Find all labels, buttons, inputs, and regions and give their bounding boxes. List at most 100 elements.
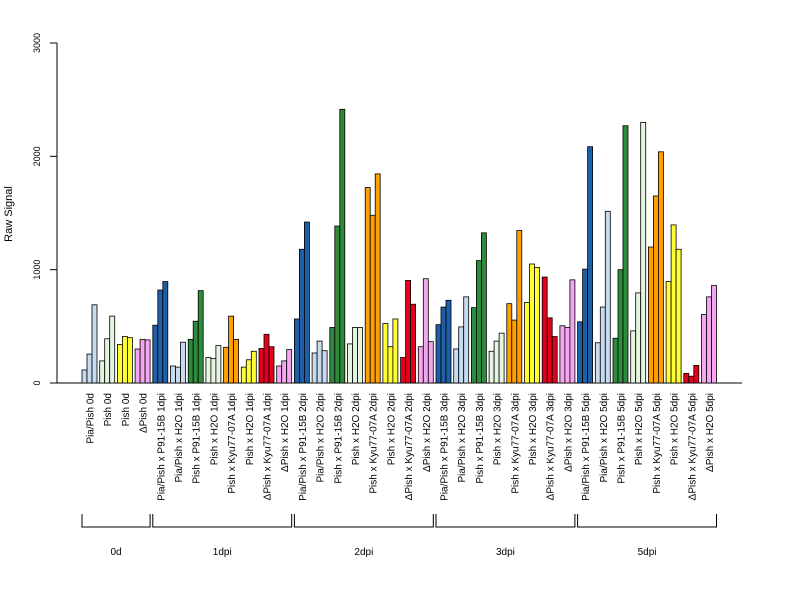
bar (364, 187, 371, 384)
bar (175, 366, 181, 384)
bar (635, 292, 642, 384)
bar (240, 366, 247, 384)
bar (417, 346, 424, 384)
bar (470, 307, 477, 384)
bar (339, 108, 346, 384)
x-tick-label: Pia/Pish x P91-15B 5dpi (581, 393, 592, 501)
x-tick-label: Pish x H2O 5dpi (634, 393, 645, 465)
y-tick-label: 1000 (32, 260, 42, 280)
bar (99, 360, 106, 384)
bar (599, 306, 606, 384)
bar (86, 353, 93, 384)
group-label: 2dpi (354, 547, 373, 558)
x-tick-label: Pish x P91-15B 3dpi (475, 393, 486, 484)
x-tick-label: Pia/Pish x H2O 3dpi (457, 393, 468, 483)
bar (551, 336, 558, 384)
bar (665, 281, 672, 384)
x-tick-label: Pish x H2O 5dpi (670, 393, 681, 465)
bar (564, 327, 571, 384)
bar (170, 365, 176, 384)
group-label: 0d (110, 547, 121, 558)
x-tick-label: Pish 0d (121, 393, 132, 426)
bar (392, 318, 399, 384)
bar (369, 214, 376, 384)
bar (329, 327, 336, 384)
bar (582, 268, 588, 384)
bar (245, 359, 252, 384)
bar (192, 320, 199, 384)
x-tick-label: Pia/Pish x P91-15B 3dpi (440, 393, 451, 501)
bar (612, 337, 619, 384)
x-axis-labels: Pia/Pish 0d Pish 0d Pish 0d ΔPish 0d Pia/Pis… (86, 393, 717, 501)
x-tick-label: Pia/Pish x H2O 2dpi (316, 393, 327, 483)
group-label: 1dpi (213, 547, 232, 558)
bar (316, 340, 323, 384)
bar (587, 146, 593, 384)
bar (630, 330, 637, 384)
bar (127, 337, 133, 384)
bar (91, 304, 98, 384)
bar (205, 357, 212, 384)
bar (640, 121, 647, 384)
y-tick-label: 0 (32, 380, 42, 385)
x-tick-label: Pia/Pish x H2O 1dpi (174, 393, 185, 483)
x-tick-label: Pish 0d (103, 393, 114, 426)
x-tick-label: Pish x P91-15B 2dpi (333, 393, 344, 484)
bar (493, 340, 500, 384)
x-tick-label: Pish x P91-15B 5dpi (617, 393, 628, 484)
bar (594, 342, 601, 384)
bar (109, 315, 116, 384)
bar (352, 327, 358, 384)
bar (223, 346, 230, 384)
bar (382, 323, 389, 384)
bar (293, 318, 300, 384)
bar (162, 281, 169, 384)
bar (506, 303, 513, 384)
bar (268, 346, 275, 384)
x-tick-label: Pia/Pish x P91-15B 2dpi (298, 393, 309, 501)
bar (197, 290, 204, 384)
x-tick-label: Pish x H2O 2dpi (351, 393, 362, 465)
bar (410, 303, 417, 384)
group-bracket (435, 514, 576, 528)
bar (233, 338, 240, 384)
bar (104, 338, 111, 384)
group-bracket (152, 514, 293, 528)
bar (298, 248, 305, 384)
y-axis-label: Raw Signal (3, 186, 15, 242)
bar (516, 230, 523, 384)
group-bracket (81, 514, 151, 528)
bar (622, 125, 629, 384)
bar (701, 314, 707, 384)
bar (134, 348, 141, 384)
bar (334, 225, 341, 384)
x-tick-label: ΔPish x H2O 5dpi (705, 393, 716, 472)
bar (187, 338, 194, 384)
x-tick-label: Pia/Pish x H2O 5dpi (599, 393, 610, 483)
bar (144, 339, 151, 384)
bar (405, 280, 412, 384)
bar (228, 315, 235, 384)
x-tick-label: ΔPish x Kyu77-07A 2dpi (404, 393, 415, 500)
bar (488, 350, 495, 384)
x-tick-label: Pish x P91-15B 1dpi (192, 393, 203, 484)
bar (215, 345, 222, 384)
bar (311, 352, 318, 384)
x-tick-label: ΔPish x Kyu77-07A 5dpi (687, 393, 698, 500)
bar (180, 341, 186, 384)
bar (276, 365, 283, 384)
bar (440, 306, 447, 384)
bar (347, 343, 353, 384)
bar (617, 269, 624, 384)
x-tick-label: ΔPish 0d (139, 393, 150, 433)
x-tick-label: Pish x Kyu77-07A 3dpi (510, 393, 521, 494)
bar (577, 321, 583, 384)
bar (604, 210, 611, 384)
bar (422, 278, 429, 384)
x-tick-label: Pish x H2O 3dpi (493, 393, 504, 465)
y-tick-label: 3000 (32, 33, 42, 53)
x-tick-label: ΔPish x H2O 2dpi (422, 393, 433, 472)
bars (81, 108, 717, 384)
